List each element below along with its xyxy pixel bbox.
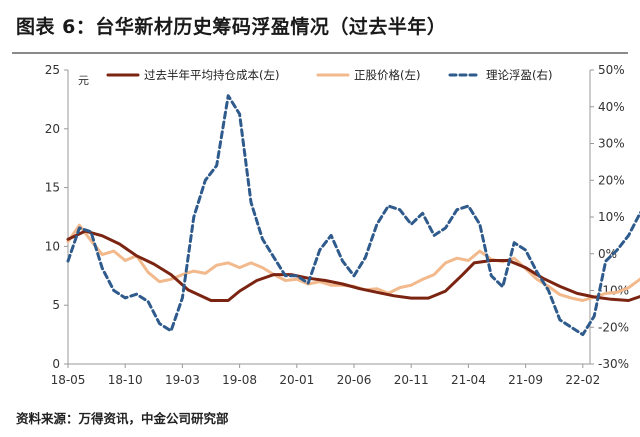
left-tick-label: 0 bbox=[52, 357, 60, 371]
plot-frame bbox=[67, 70, 591, 365]
right-tick-label: -30% bbox=[598, 357, 629, 371]
right-tick-label: 20% bbox=[598, 173, 625, 187]
right-tick-label: 40% bbox=[598, 100, 625, 114]
x-tick-label: 18-10 bbox=[108, 373, 143, 387]
left-tick-label: 25 bbox=[45, 63, 60, 77]
left-unit-label: 元 bbox=[78, 74, 89, 87]
series-line-float bbox=[66, 94, 640, 337]
x-tick-label: 19-03 bbox=[165, 373, 200, 387]
legend-label-price: 正股价格(左) bbox=[354, 68, 420, 82]
right-tick-label: 0% bbox=[598, 247, 617, 261]
right-tick-label: 10% bbox=[598, 210, 625, 224]
left-axis: 0 5 10 15 20 25 元 bbox=[45, 63, 89, 371]
left-tick-label: 15 bbox=[45, 181, 60, 195]
x-tick-label: 19-08 bbox=[222, 373, 257, 387]
x-tick-label: 20-11 bbox=[394, 373, 429, 387]
series-line-price bbox=[66, 223, 640, 302]
figure-source: 资料来源：万得资讯，中金公司研究部 bbox=[16, 411, 229, 426]
left-tick-label: 5 bbox=[52, 298, 60, 312]
right-tick-label: -20% bbox=[598, 320, 629, 334]
right-tick-label: 30% bbox=[598, 137, 625, 151]
legend-label-float: 理论浮盈(右) bbox=[486, 68, 552, 82]
title-divider bbox=[12, 52, 628, 54]
left-tick-label: 10 bbox=[45, 239, 60, 253]
x-axis: 18-05 18-10 19-03 19-08 20-01 20-06 20-11 21-04… bbox=[51, 364, 600, 387]
figure-title: 图表 6：台华新材历史筹码浮盈情况（过去半年） bbox=[16, 16, 447, 38]
series-line-cost bbox=[66, 229, 640, 302]
x-tick-label: 18-05 bbox=[51, 373, 86, 387]
right-tick-label: 50% bbox=[598, 63, 625, 77]
x-tick-label: 20-01 bbox=[279, 373, 314, 387]
x-tick-label: 20-06 bbox=[337, 373, 372, 387]
left-tick-label: 20 bbox=[45, 122, 60, 136]
right-axis: -30%-20%-10%0%10%20%30%40%50% bbox=[590, 63, 629, 371]
x-tick-label: 21-04 bbox=[451, 373, 486, 387]
x-tick-label: 21-09 bbox=[508, 373, 543, 387]
series-layer bbox=[66, 94, 640, 337]
legend-label-cost: 过去半年平均持仓成本(左) bbox=[144, 68, 279, 82]
x-tick-label: 22-02 bbox=[565, 373, 600, 387]
legend: 过去半年平均持仓成本(左) 正股价格(左) 理论浮盈(右) bbox=[106, 68, 552, 82]
